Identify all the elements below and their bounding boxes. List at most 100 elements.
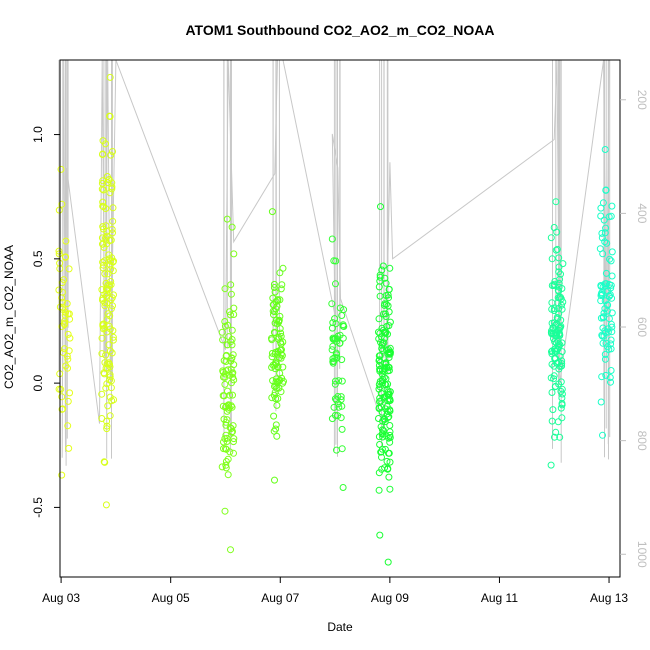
data-point [274, 395, 282, 402]
data-point [599, 339, 607, 347]
data-point [279, 264, 287, 272]
data-point [332, 280, 339, 288]
y-tick-label: 0.0 [31, 374, 45, 391]
data-point [598, 234, 606, 242]
data-point [379, 262, 387, 270]
data-point [552, 428, 560, 436]
y-tick-label: -0.5 [31, 497, 45, 518]
data-point [338, 312, 346, 319]
data-point [109, 333, 117, 341]
data-point [271, 288, 279, 296]
data-point [553, 228, 561, 236]
data-point [548, 417, 556, 425]
data-point [559, 298, 567, 306]
data-point [227, 281, 235, 289]
data-point [601, 305, 609, 313]
data-points-layer [55, 73, 616, 566]
data-point [62, 362, 70, 370]
data-point [334, 412, 342, 420]
y2-tick-label: 600 [635, 317, 649, 337]
data-point [552, 348, 560, 355]
data-point [108, 349, 116, 357]
data-point [109, 302, 116, 310]
data-point [66, 389, 74, 397]
data-point [221, 285, 229, 293]
data-point [601, 327, 609, 335]
data-point [335, 377, 343, 385]
data-point [377, 203, 384, 211]
data-point [376, 383, 384, 391]
data-point [386, 406, 394, 414]
data-point [55, 250, 63, 258]
data-point [222, 445, 230, 453]
data-point [557, 270, 564, 278]
data-point [386, 485, 394, 493]
data-point [106, 73, 114, 81]
data-point [270, 280, 278, 288]
data-point [228, 223, 236, 231]
data-point [272, 395, 280, 403]
data-point [270, 311, 277, 319]
y2-pressure-axis: 200 400 600 800 1000 [620, 90, 649, 568]
data-point [223, 351, 230, 359]
data-point [101, 302, 109, 310]
data-point [558, 394, 566, 402]
data-point [223, 416, 231, 424]
data-point [547, 461, 555, 469]
data-point [385, 449, 392, 457]
data-point [109, 229, 116, 237]
data-point [554, 286, 562, 294]
data-point [220, 415, 228, 423]
data-point [224, 455, 232, 463]
data-point [379, 326, 387, 334]
data-point [599, 250, 607, 258]
data-point [607, 345, 615, 353]
x-tick-label: Aug 09 [371, 591, 409, 605]
data-point [330, 357, 338, 365]
data-point [555, 254, 563, 262]
data-point [270, 328, 278, 336]
data-point [100, 244, 108, 251]
data-point [551, 278, 559, 285]
data-point [220, 445, 227, 453]
data-point [607, 281, 615, 289]
y2-tick-label: 400 [635, 203, 649, 223]
data-point [330, 403, 338, 411]
data-point [603, 239, 611, 247]
data-point [334, 400, 342, 408]
data-point [379, 433, 387, 441]
data-point [555, 263, 563, 271]
data-point [378, 324, 386, 332]
data-point [552, 198, 560, 206]
data-point [269, 294, 277, 302]
data-point [272, 375, 280, 383]
data-point [106, 393, 114, 401]
data-point [601, 297, 609, 305]
data-point [597, 297, 605, 305]
data-point [55, 247, 63, 255]
data-point [382, 300, 390, 308]
data-point [384, 350, 392, 358]
data-point [64, 355, 72, 363]
data-point [557, 404, 565, 412]
data-point [102, 501, 110, 509]
data-point [107, 305, 115, 313]
data-point [551, 338, 559, 346]
data-point [548, 348, 555, 356]
data-point [108, 179, 116, 187]
data-point [100, 261, 107, 269]
data-point [330, 335, 337, 343]
data-point [102, 384, 110, 392]
data-point [608, 272, 616, 280]
data-point [338, 445, 346, 453]
data-point [336, 331, 344, 339]
data-point [109, 148, 116, 155]
data-point [103, 285, 110, 293]
data-point [101, 270, 109, 278]
data-point [607, 378, 614, 386]
data-point [103, 422, 111, 430]
data-point [385, 354, 393, 361]
data-point [607, 336, 615, 344]
data-point [550, 362, 558, 370]
